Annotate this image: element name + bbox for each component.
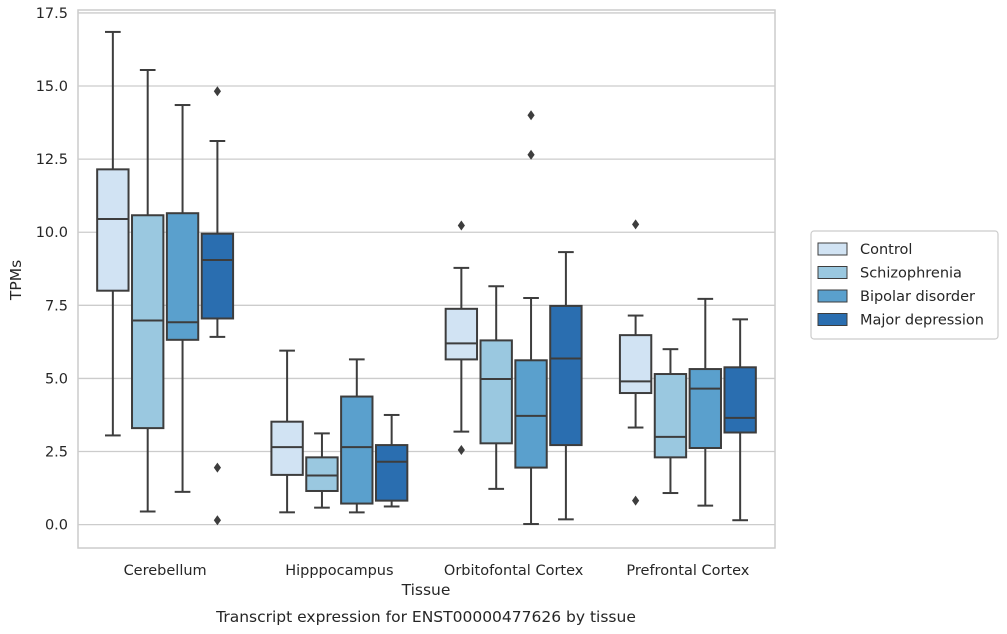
- y-tick-label: 2.5: [45, 445, 68, 461]
- x-axis-label: Tissue: [401, 581, 451, 599]
- box-1-2: [340, 358, 374, 514]
- legend-item: Control: [817, 242, 912, 258]
- outlier-point: [457, 220, 465, 231]
- box-body: [549, 304, 583, 447]
- box-body: [653, 373, 688, 459]
- legend-item: Schizophrenia: [817, 266, 962, 282]
- x-tick-label: Cerebellum: [124, 563, 207, 579]
- box-0-2: [165, 104, 200, 493]
- box-body: [444, 307, 479, 361]
- legend-swatch: [817, 313, 848, 326]
- box-body: [514, 359, 548, 469]
- outlier-point: [213, 86, 221, 97]
- box-2-1: [479, 285, 513, 490]
- box-body: [200, 232, 235, 320]
- y-tick-label: 10.0: [36, 225, 68, 241]
- legend-item: Bipolar disorder: [817, 289, 975, 305]
- box-0-1: [131, 68, 165, 513]
- box-body: [165, 212, 200, 341]
- plot-border: [77, 9, 776, 549]
- box-3-1: [653, 348, 688, 495]
- box-1-3: [374, 413, 409, 508]
- legend-label: Bipolar disorder: [860, 289, 975, 305]
- legend-label: Control: [860, 242, 912, 258]
- box-2-0: [444, 220, 479, 456]
- boxes: [96, 30, 757, 526]
- legend-label: Schizophrenia: [860, 266, 962, 282]
- outlier-point: [632, 219, 640, 230]
- y-tick-label: 7.5: [45, 298, 68, 314]
- y-axis-label: TPMs: [7, 260, 25, 301]
- box-3-0: [618, 219, 653, 506]
- y-tick-label: 0.0: [45, 518, 68, 534]
- box-1-1: [305, 432, 339, 509]
- box-3-2: [688, 297, 722, 507]
- box-body: [479, 339, 513, 445]
- plot-frame: [77, 9, 776, 549]
- chart-caption: Transcript expression for ENST0000047762…: [215, 608, 636, 626]
- box-body: [131, 214, 165, 430]
- legend: Control Schizophrenia Bipolar disorder Majo…: [810, 230, 999, 340]
- box-body: [270, 420, 304, 476]
- box-1-0: [270, 349, 304, 514]
- legend-swatch: [817, 266, 848, 279]
- y-ticks: 0.0 2.5 5.0 7.5 10.0 12.5 15.0 17.5: [36, 6, 68, 534]
- box-0-0: [96, 30, 130, 437]
- box-body: [305, 456, 339, 492]
- legend-swatch: [817, 242, 848, 256]
- outlier-point: [457, 445, 465, 456]
- box-2-3: [549, 251, 583, 521]
- x-tick-label: Prefrontal Cortex: [626, 563, 749, 579]
- outlier-point: [213, 515, 221, 526]
- box-body: [688, 368, 722, 450]
- box-body: [96, 168, 130, 292]
- legend-label: Major depression: [860, 313, 984, 329]
- x-tick-label: Hipppocampus: [285, 563, 393, 579]
- y-tick-label: 5.0: [45, 371, 68, 387]
- outlier-point: [213, 462, 221, 473]
- box-2-2: [514, 110, 548, 526]
- y-tick-label: 15.0: [36, 79, 68, 95]
- legend-item: Major depression: [817, 313, 984, 329]
- box-body: [340, 395, 374, 505]
- box-body: [374, 444, 409, 502]
- legend-frame: [810, 230, 999, 340]
- box-body: [723, 366, 757, 434]
- box-3-3: [723, 318, 757, 522]
- box-body: [618, 334, 653, 395]
- y-tick-label: 17.5: [36, 6, 68, 22]
- x-tick-label: Orbitofontal Cortex: [444, 563, 584, 579]
- legend-swatch: [817, 289, 848, 303]
- box-0-3: [200, 86, 235, 526]
- outlier-point: [632, 495, 640, 506]
- outlier-point: [527, 110, 535, 121]
- x-ticks: Cerebellum Hipppocampus Orbitofontal Corte…: [124, 563, 750, 579]
- outlier-point: [527, 149, 535, 160]
- y-tick-label: 12.5: [36, 152, 68, 168]
